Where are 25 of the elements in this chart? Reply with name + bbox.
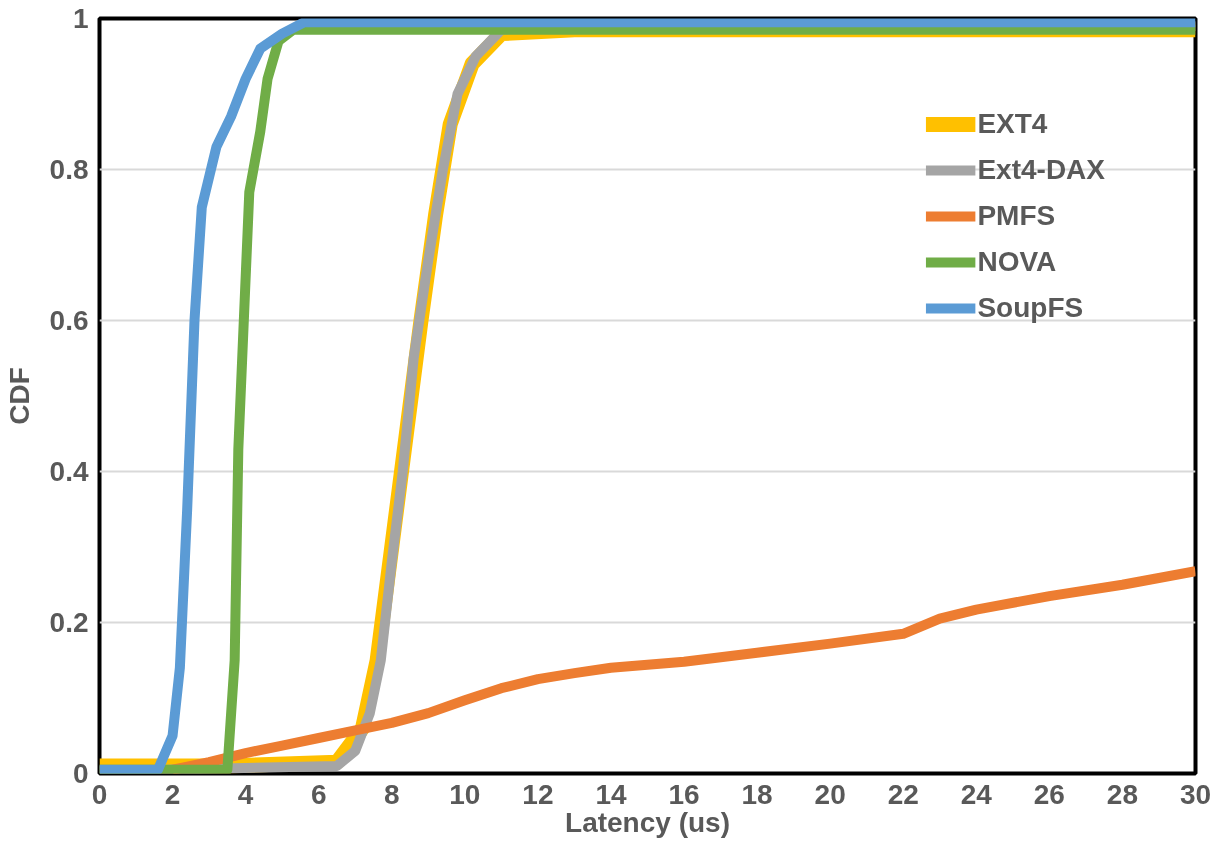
y-tick-label: 0.8 <box>49 154 89 185</box>
legend-label: PMFS <box>977 200 1056 232</box>
y-tick-label: 0.2 <box>49 607 89 638</box>
x-tick-label: 26 <box>1033 778 1065 810</box>
x-tick-label: 4 <box>237 778 254 810</box>
y-tick-label: 0 <box>72 758 89 789</box>
x-tick-label: 30 <box>1179 778 1212 810</box>
x-tick-label: 20 <box>814 778 846 810</box>
x-tick-label: 18 <box>741 778 773 810</box>
y-axis-title: CDF <box>3 367 35 425</box>
x-tick-label: 22 <box>887 778 919 810</box>
x-tick-label: 6 <box>310 778 327 810</box>
x-tick-label: 24 <box>960 778 993 810</box>
y-tick-label: 0.6 <box>49 305 89 336</box>
legend-label: SoupFS <box>977 292 1084 324</box>
x-tick-label: 8 <box>383 778 400 810</box>
legend-label: Ext4-DAX <box>977 154 1105 186</box>
legend-label: NOVA <box>977 246 1057 278</box>
x-tick-label: 28 <box>1106 778 1139 810</box>
x-tick-label: 12 <box>522 778 554 810</box>
y-tick-label: 0.4 <box>49 456 89 487</box>
x-tick-label: 10 <box>449 778 481 810</box>
legend-label: EXT4 <box>977 108 1048 140</box>
x-tick-label: 2 <box>164 778 181 810</box>
y-tick-label: 1 <box>72 3 89 34</box>
